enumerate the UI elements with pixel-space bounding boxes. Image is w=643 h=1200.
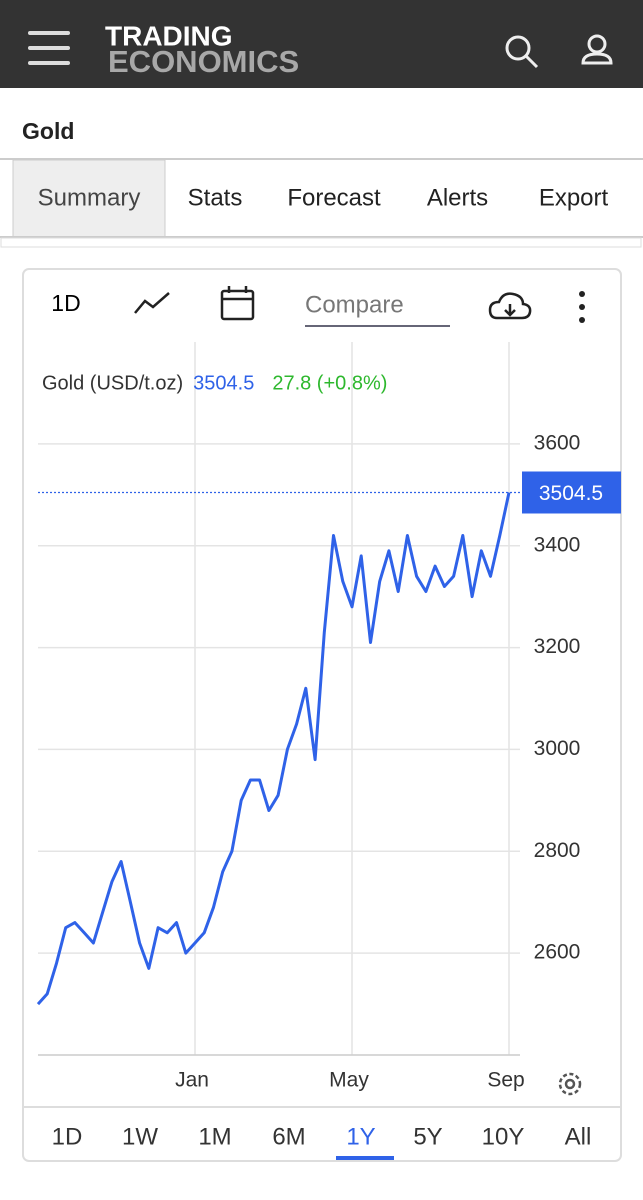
last-price-label: 3504.5: [539, 482, 603, 505]
y-tick-label: 3200: [534, 635, 581, 658]
x-tick-label: Sep: [487, 1069, 524, 1092]
price-line: [36, 492, 511, 1006]
more-menu[interactable]: [579, 291, 585, 323]
header: [0, 0, 643, 88]
range-button[interactable]: 10Y: [482, 1123, 525, 1150]
period-button[interactable]: 1D: [51, 290, 80, 316]
settings-icon[interactable]: [558, 1072, 582, 1096]
chart-card: [22, 268, 622, 1162]
tab[interactable]: Alerts: [427, 184, 488, 211]
tab[interactable]: Forecast: [287, 184, 381, 211]
tab[interactable]: Stats: [188, 184, 243, 211]
tab[interactable]: Summary: [38, 184, 141, 211]
chart-type-icon[interactable]: [134, 292, 170, 314]
page-title: Gold: [22, 118, 74, 144]
tab-active-bg: [12, 159, 166, 238]
y-tick-label: 2600: [534, 941, 581, 964]
range-button[interactable]: 5Y: [413, 1123, 442, 1150]
user-icon[interactable]: [581, 34, 613, 65]
x-tick-label: May: [329, 1069, 369, 1092]
range-button[interactable]: 1Y: [346, 1123, 375, 1150]
legend-name: Gold (USD/t.oz): [42, 372, 183, 394]
y-tick-label: 3400: [534, 533, 581, 556]
search-icon[interactable]: [505, 35, 539, 69]
calendar-icon[interactable]: [220, 286, 255, 321]
last-price-tag: [522, 471, 621, 514]
logo[interactable]: ECONOMICS: [108, 44, 299, 79]
legend-price: 3504.5: [193, 372, 254, 394]
logo[interactable]: TRADING: [105, 20, 233, 51]
compare-input[interactable]: Compare: [305, 291, 404, 318]
legend-change: 27.8 (+0.8%): [272, 372, 387, 394]
menu-button[interactable]: [28, 31, 70, 65]
range-button[interactable]: All: [565, 1123, 592, 1150]
y-tick-label: 2800: [534, 839, 581, 862]
range-button[interactable]: 1M: [198, 1123, 231, 1150]
y-tick-label: 3000: [534, 737, 581, 760]
y-tick-label: 3600: [534, 431, 581, 454]
range-button[interactable]: 6M: [272, 1123, 305, 1150]
range-button[interactable]: 1D: [52, 1123, 83, 1150]
tab[interactable]: Export: [539, 184, 609, 211]
range-button[interactable]: 1W: [122, 1123, 158, 1150]
x-tick-label: Jan: [175, 1069, 209, 1092]
download-icon[interactable]: [488, 292, 532, 320]
